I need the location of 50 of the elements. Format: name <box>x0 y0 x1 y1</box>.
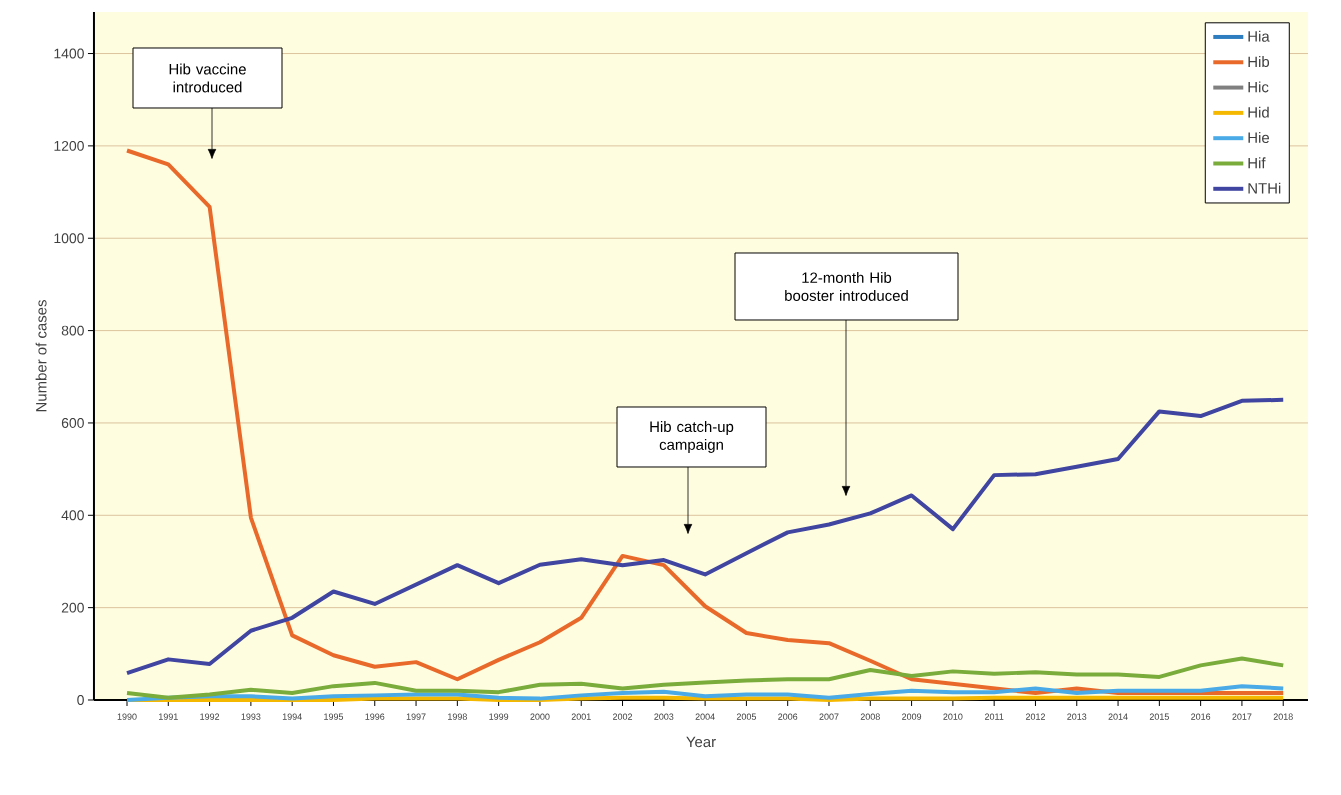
legend-label: Hie <box>1248 132 1270 143</box>
y-tick-label: 600 <box>61 418 84 428</box>
y-tick-label: 1200 <box>54 140 84 151</box>
x-axis-title: Year <box>686 736 716 748</box>
x-tick-label: 2005 <box>736 713 756 720</box>
x-tick-label: 1994 <box>282 713 302 720</box>
y-tick-label: 1000 <box>54 233 84 244</box>
x-tick-label: 2012 <box>1025 713 1045 720</box>
x-tick-label: 2008 <box>860 713 880 720</box>
legend-label: NTHi <box>1248 182 1281 194</box>
x-tick-label: 1993 <box>241 713 261 720</box>
legend-label: Hib <box>1248 56 1270 68</box>
legend-label: Hid <box>1248 106 1269 118</box>
x-tick-label: 1996 <box>365 713 385 720</box>
line-series <box>125 656 1286 700</box>
x-tick-label: 1998 <box>448 713 467 720</box>
x-tick-label: 2014 <box>1108 713 1128 720</box>
x-tick-label: 1999 <box>489 713 509 720</box>
x-tick-label: 2015 <box>1149 713 1169 720</box>
x-tick-label: 2018 <box>1273 713 1293 720</box>
x-tick-label: 2003 <box>654 713 674 720</box>
annotation: Hib catch-up campaign <box>650 421 734 453</box>
x-tick-label: 2011 <box>984 713 1004 720</box>
x-tick-label: 1997 <box>406 713 426 720</box>
x-tick-label: 1992 <box>200 713 220 720</box>
y-tick-label: 0 <box>77 695 84 705</box>
x-tick-label: 2017 <box>1232 713 1252 720</box>
y-tick-label: 1400 <box>54 48 84 59</box>
x-tick-label: 2007 <box>819 713 839 720</box>
x-tick-label: 1991 <box>159 713 178 720</box>
x-tick-label: 2006 <box>778 713 798 720</box>
y-tick-label: 800 <box>61 325 84 336</box>
legend-label: Hia <box>1248 30 1270 42</box>
x-tick-label: 2009 <box>902 713 922 720</box>
y-tick-label: 400 <box>61 510 84 521</box>
legend-label: Hic <box>1248 81 1269 93</box>
x-tick-label: 2000 <box>530 713 550 720</box>
x-tick-label: 2010 <box>943 713 963 720</box>
x-tick-label: 2002 <box>613 713 633 720</box>
y-axis-title: Number of cases <box>35 300 47 412</box>
x-tick-label: 2016 <box>1191 713 1211 720</box>
x-tick-label: 2001 <box>571 713 591 720</box>
legend-label: Hif <box>1248 157 1266 169</box>
x-tick-label: 1990 <box>117 713 137 720</box>
x-tick-label: 2013 <box>1067 713 1087 720</box>
x-tick-label: 1995 <box>324 713 344 720</box>
annotation: 12-month Hib booster introduced <box>785 272 908 301</box>
y-tick-label: 200 <box>61 602 84 613</box>
x-tick-label: 2004 <box>695 713 715 720</box>
annotation: Hib vaccine introduced <box>169 63 246 93</box>
